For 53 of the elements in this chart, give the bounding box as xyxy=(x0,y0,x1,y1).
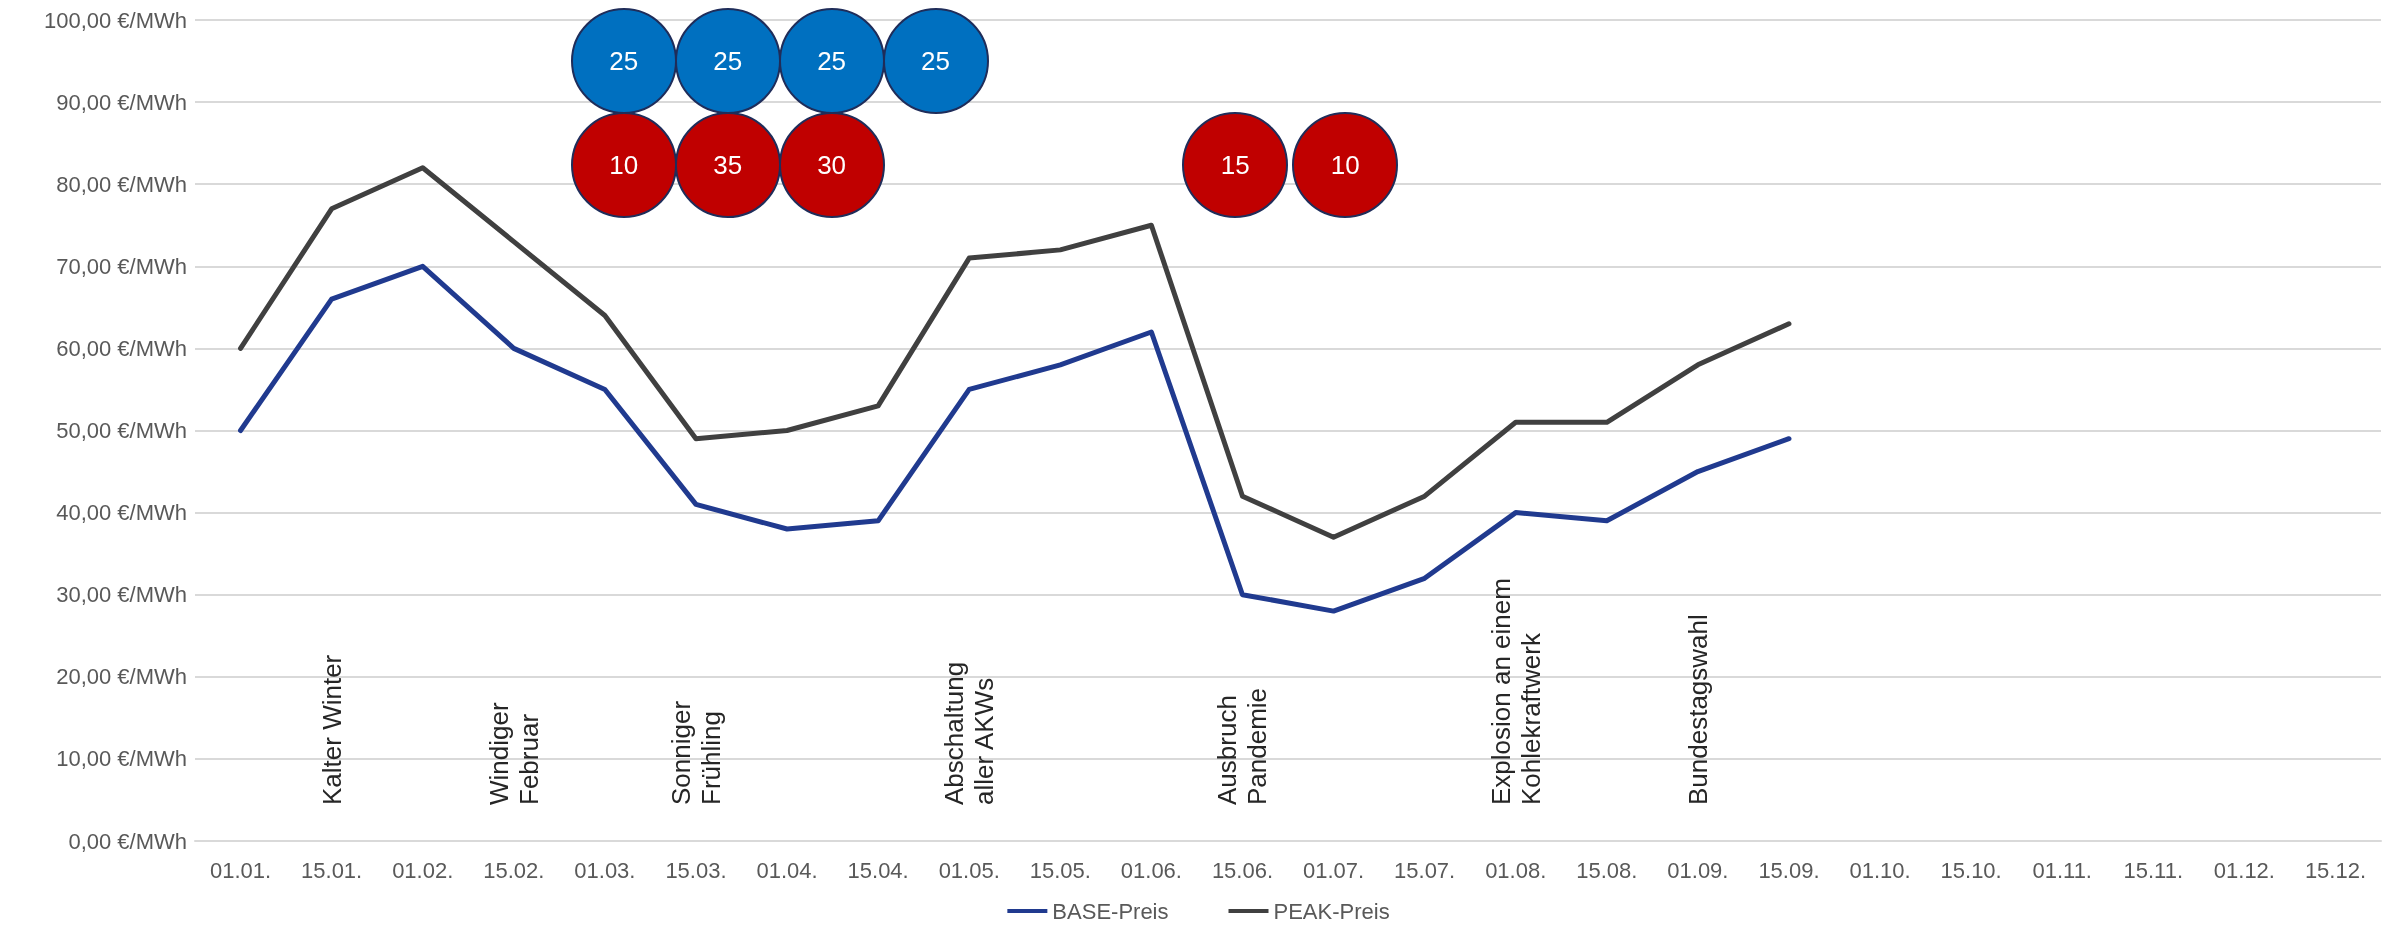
number-badge: 10 xyxy=(570,112,677,219)
x-tick-label: 01.09. xyxy=(1667,857,1729,883)
x-tick-label: 01.08. xyxy=(1485,857,1547,883)
y-tick-label: 10,00 €/MWh xyxy=(56,746,187,772)
annotation: Abschaltung aller AKWs xyxy=(939,661,1000,805)
annotation: Sonniger Frühling xyxy=(665,700,726,805)
y-tick-label: 70,00 €/MWh xyxy=(56,253,187,279)
number-badge: 25 xyxy=(570,8,677,115)
y-tick-label: 90,00 €/MWh xyxy=(56,89,187,115)
number-badge: 25 xyxy=(674,8,781,115)
y-tick-label: 20,00 €/MWh xyxy=(56,664,187,690)
annotation: Kalter Winter xyxy=(316,654,347,805)
x-tick-label: 01.02. xyxy=(392,857,454,883)
x-tick-label: 01.03. xyxy=(574,857,636,883)
annotation: Ausbruch Pandemie xyxy=(1212,687,1273,805)
x-tick-label: 15.05. xyxy=(1029,857,1091,883)
x-tick-label: 15.06. xyxy=(1211,857,1274,883)
y-tick-label: 60,00 €/MWh xyxy=(56,335,187,361)
y-tick-label: 80,00 €/MWh xyxy=(56,171,187,197)
x-tick-label: 15.02. xyxy=(483,857,545,883)
annotation: Bundestagswahl xyxy=(1682,614,1713,805)
x-tick-label: 01.06. xyxy=(1120,857,1182,883)
x-tick-label: 15.03. xyxy=(665,857,727,883)
x-tick-label: 01.11. xyxy=(2032,857,2092,883)
annotation: Explosion an einem Kohlekraftwerk xyxy=(1485,578,1546,805)
x-tick-label: 15.07. xyxy=(1394,857,1456,883)
x-tick-label: 01.07. xyxy=(1302,857,1365,883)
x-tick-label: 15.04. xyxy=(847,857,909,883)
number-badge: 25 xyxy=(882,8,989,115)
y-tick-label: 100,00 €/MWh xyxy=(43,7,187,33)
x-tick-label: 15.12. xyxy=(2304,857,2367,883)
number-badge: 25 xyxy=(778,8,885,115)
legend-label: PEAK-Preis xyxy=(1273,898,1390,924)
x-tick-label: 15.09. xyxy=(1758,857,1820,883)
y-tick-label: 40,00 €/MWh xyxy=(56,500,187,526)
legend-label: BASE-Preis xyxy=(1052,898,1169,924)
x-tick-label: 01.05. xyxy=(938,857,1000,883)
number-badge: 30 xyxy=(778,112,885,219)
number-badge: 10 xyxy=(1292,112,1399,219)
y-tick-label: 0,00 €/MWh xyxy=(68,828,187,854)
x-tick-label: 15.10. xyxy=(1940,857,2002,883)
annotation: Windiger Februar xyxy=(483,702,544,805)
x-tick-label: 15.01. xyxy=(301,857,363,883)
number-badge: 15 xyxy=(1182,112,1289,219)
x-tick-label: 01.10. xyxy=(1849,857,1911,883)
x-tick-label: 01.12. xyxy=(2213,857,2275,883)
x-tick-label: 01.04. xyxy=(756,857,818,883)
x-tick-label: 01.01. xyxy=(209,857,272,883)
number-badge: 35 xyxy=(674,112,781,219)
x-tick-label: 15.11. xyxy=(2123,857,2184,883)
x-tick-label: 15.08. xyxy=(1576,857,1638,883)
y-tick-label: 50,00 €/MWh xyxy=(56,418,187,443)
y-tick-label: 30,00 €/MWh xyxy=(56,582,187,608)
